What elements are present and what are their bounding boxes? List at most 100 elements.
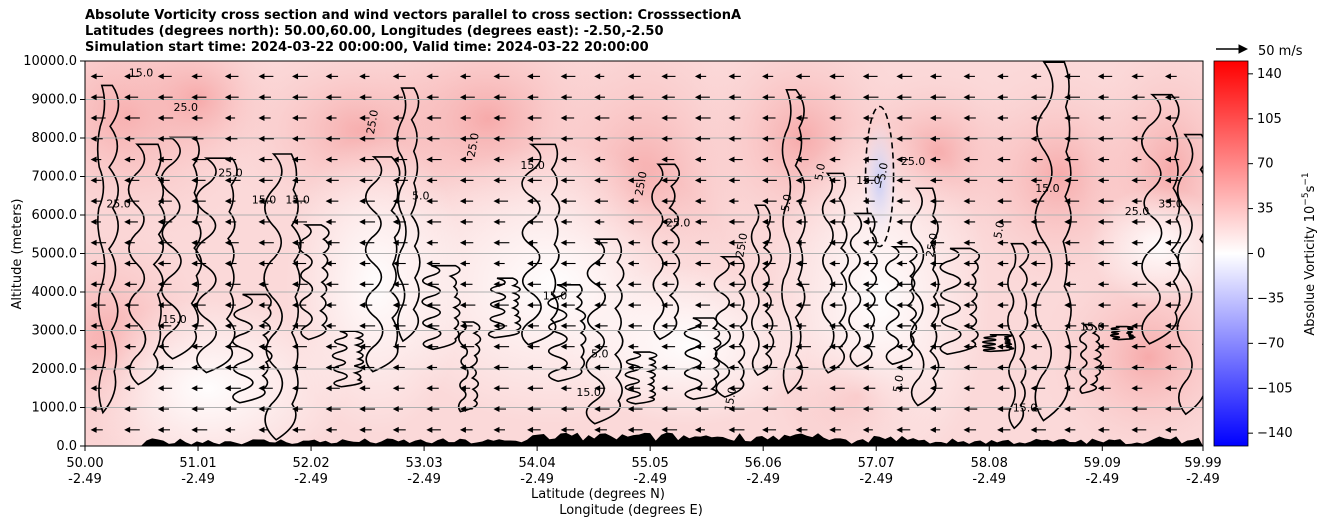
wind-vector-head xyxy=(627,343,634,350)
wind-vector-head xyxy=(594,135,601,142)
wind-vector-head xyxy=(1131,281,1138,288)
wind-vector-head xyxy=(1064,426,1071,433)
contour-line xyxy=(1141,93,1182,345)
wind-vector-head xyxy=(493,177,500,184)
wind-vector-head xyxy=(527,385,534,392)
wind-vector-head xyxy=(426,114,433,121)
wind-vector-head xyxy=(426,94,433,101)
wind-vector-head xyxy=(694,94,701,101)
wind-vector-head xyxy=(527,260,534,267)
wind-vector-head xyxy=(224,198,231,205)
wind-vector-head xyxy=(560,198,567,205)
wind-vector-head xyxy=(459,135,466,142)
wind-vector-head xyxy=(594,94,601,101)
wind-vector-head xyxy=(896,426,903,433)
contour-label: 15.0 xyxy=(162,313,187,326)
colorbar-tick-label: −70 xyxy=(1257,336,1284,351)
wind-vector-head xyxy=(728,343,735,350)
wind-vector-head xyxy=(1164,322,1171,329)
contour-label: 15.0 xyxy=(285,193,310,206)
wind-vector-head xyxy=(1164,135,1171,142)
contour-line xyxy=(521,143,561,346)
field-patch xyxy=(861,120,898,241)
wind-vector-head xyxy=(224,426,231,433)
wind-vector-head xyxy=(258,156,265,163)
wind-vector-head xyxy=(1131,239,1138,246)
wind-vector-head xyxy=(829,322,836,329)
wind-vector-head xyxy=(829,114,836,121)
wind-vector-head xyxy=(594,239,601,246)
wind-vector-head xyxy=(795,114,802,121)
wind-vector-head xyxy=(157,322,164,329)
wind-vector-head xyxy=(963,114,970,121)
wind-vector-head xyxy=(594,156,601,163)
wind-vector-head xyxy=(694,218,701,225)
wind-vector-head xyxy=(258,426,265,433)
wind-vector-head xyxy=(426,364,433,371)
wind-vector-head xyxy=(594,198,601,205)
wind-vector-head xyxy=(459,73,466,80)
wind-vector-head xyxy=(862,218,869,225)
wind-vector-head xyxy=(694,406,701,413)
wind-vector-head xyxy=(1164,218,1171,225)
wind-vector-head xyxy=(392,343,399,350)
wind-vector-head xyxy=(795,385,802,392)
wind-vector-head xyxy=(829,198,836,205)
wind-vector-head xyxy=(728,177,735,184)
wind-vector-head xyxy=(124,239,131,246)
wind-vector-head xyxy=(963,302,970,309)
wind-vector-head xyxy=(90,385,97,392)
wind-vector-head xyxy=(224,343,231,350)
wind-vector-head xyxy=(694,343,701,350)
wind-vector-head xyxy=(795,239,802,246)
wind-vector-head xyxy=(829,302,836,309)
wind-vector-head xyxy=(359,156,366,163)
wind-vector-head xyxy=(997,426,1004,433)
wind-vector-head xyxy=(829,239,836,246)
wind-vector-head xyxy=(997,114,1004,121)
wind-vector-head xyxy=(292,364,299,371)
wind-vector-head xyxy=(90,364,97,371)
wind-vector-head xyxy=(493,260,500,267)
wind-vector-head xyxy=(258,281,265,288)
wind-vector-head xyxy=(963,156,970,163)
contour-label: 15.0 xyxy=(722,386,739,412)
x-tick-label-longitude: -2.49 xyxy=(294,472,328,487)
field-patch xyxy=(285,134,466,435)
y-tick-label: 2000.0 xyxy=(32,362,78,377)
colorbar-tick-label: 70 xyxy=(1257,157,1274,172)
wind-vector-head xyxy=(191,364,198,371)
wind-vector-head xyxy=(997,322,1004,329)
contour-label: 5.0 xyxy=(991,220,1007,239)
wind-vector-head xyxy=(1064,135,1071,142)
wind-vector-head xyxy=(157,260,164,267)
wind-vector-head xyxy=(795,198,802,205)
y-tick-label: 8000.0 xyxy=(32,131,78,146)
contour-line xyxy=(331,330,365,388)
wind-vector-head xyxy=(929,281,936,288)
wind-vector-field xyxy=(90,73,1181,433)
wind-vector-head xyxy=(157,364,164,371)
y-tick-label: 7000.0 xyxy=(32,170,78,185)
wind-vector-head xyxy=(862,135,869,142)
wind-vector-head xyxy=(191,322,198,329)
wind-vector-head xyxy=(594,364,601,371)
wind-vector-head xyxy=(1131,385,1138,392)
wind-vector-head xyxy=(258,385,265,392)
wind-vector-head xyxy=(359,260,366,267)
wind-vector-head xyxy=(594,114,601,121)
wind-vector-head xyxy=(392,239,399,246)
x-tick-label-longitude: -2.49 xyxy=(1085,472,1119,487)
wind-vector-head xyxy=(694,385,701,392)
wind-vector-head xyxy=(426,385,433,392)
wind-vector-head xyxy=(1097,406,1104,413)
wind-vector-head xyxy=(762,281,769,288)
wind-vector-head xyxy=(191,239,198,246)
wind-vector-head xyxy=(963,177,970,184)
x-tick-label-latitude: 53.03 xyxy=(405,456,442,471)
wind-vector-head xyxy=(1097,177,1104,184)
wind-vector-head xyxy=(426,73,433,80)
wind-vector-head xyxy=(1064,281,1071,288)
y-tick-label: 1000.0 xyxy=(32,401,78,416)
wind-vector-head xyxy=(493,406,500,413)
